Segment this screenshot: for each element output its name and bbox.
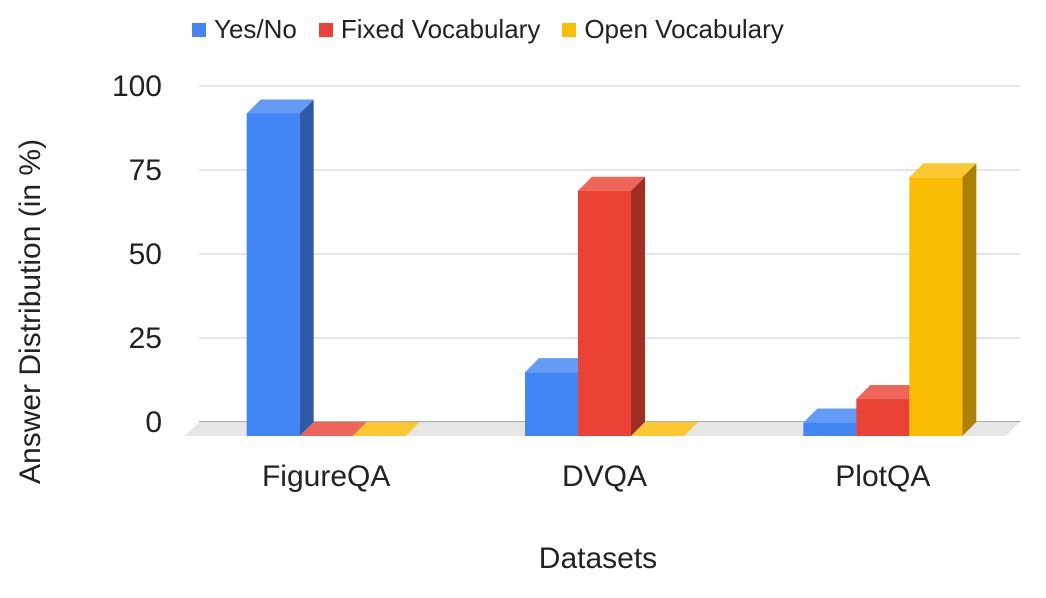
y-tick-labels: 0 25 50 75 100	[112, 70, 162, 439]
legend-swatch-open-vocabulary	[562, 22, 577, 37]
legend-item-yes-no: Yes/No	[192, 14, 297, 45]
y-tick-100: 100	[112, 70, 162, 103]
x-tick-labels: FigureQA DVQA PlotQA	[262, 460, 930, 493]
bar-figureqa-yes-no	[246, 99, 314, 436]
bar-front	[909, 177, 963, 436]
bar-front	[525, 372, 578, 436]
x-tick-dvqa: DVQA	[562, 460, 647, 493]
y-tick-50: 50	[129, 238, 162, 271]
bar-plotqa-fixed-vocabulary	[856, 385, 924, 436]
x-axis-label: Datasets	[538, 542, 658, 575]
bar-top	[578, 176, 645, 191]
legend-swatch-yes-no	[192, 22, 206, 37]
legend-swatch-fixed-vocabulary	[318, 22, 333, 37]
bar-front	[578, 190, 631, 436]
legend-label-fixed-vocabulary: Fixed Vocabulary	[340, 14, 541, 44]
bar-figureqa-open-vocabulary	[352, 422, 420, 436]
legend-label-open-vocabulary: Open Vocabulary	[584, 14, 784, 44]
bar-top	[803, 408, 871, 423]
bar-top	[525, 358, 592, 373]
bar-top	[631, 422, 698, 436]
bar-top	[246, 99, 314, 114]
legend: Yes/No Fixed Vocabulary Open Vocabulary	[192, 14, 784, 45]
x-tick-figureqa: FigureQA	[262, 460, 390, 493]
legend-label-yes-no: Yes/No	[214, 14, 297, 44]
bar-plotqa-open-vocabulary	[909, 163, 977, 436]
bars	[246, 99, 977, 436]
bar-top	[299, 422, 367, 436]
bar-dvqa-fixed-vocabulary	[578, 176, 645, 436]
y-tick-25: 25	[129, 322, 162, 355]
bar-figureqa-fixed-vocabulary	[299, 422, 367, 436]
bar-side	[962, 163, 977, 436]
legend-item-open-vocabulary: Open Vocabulary	[562, 14, 784, 45]
legend-item-fixed-vocabulary: Fixed Vocabulary	[318, 14, 541, 45]
bar-top	[352, 422, 420, 436]
bar-front	[856, 399, 910, 436]
bar-front	[803, 422, 857, 436]
bar-front	[246, 113, 300, 436]
y-tick-0: 0	[145, 406, 162, 439]
bar-top	[856, 385, 924, 400]
bar-side	[299, 99, 314, 436]
x-tick-plotqa: PlotQA	[835, 460, 930, 493]
bar-dvqa-open-vocabulary	[631, 422, 698, 436]
y-tick-75: 75	[129, 154, 162, 187]
bar-top	[909, 163, 977, 178]
bar-side	[631, 176, 645, 436]
